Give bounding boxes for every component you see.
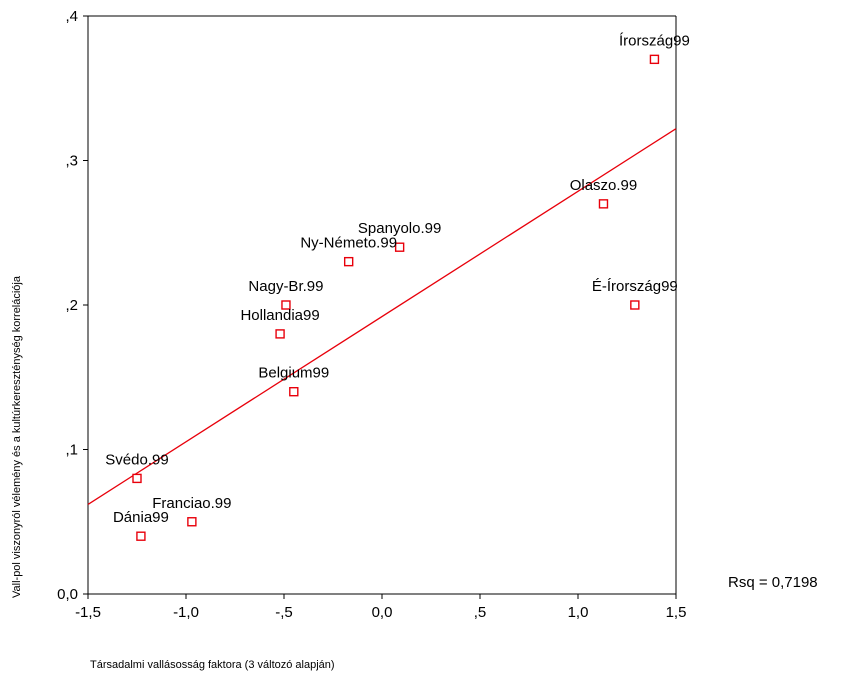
data-point [649,54,660,65]
point-label: Olaszo.99 [570,177,638,194]
x-tick-label: -,5 [275,604,293,621]
y-tick-label: ,1 [65,442,78,459]
y-axis-title: Vall-pol viszonyról vélemény és a kultúr… [11,275,23,598]
point-label: Hollandia99 [240,307,319,324]
data-point [187,517,197,527]
data-point [598,199,609,209]
rsq-label: Rsq = 0,7198 [728,574,818,591]
data-point [136,531,146,541]
x-tick-label: -1,0 [173,604,199,621]
x-tick-label: 1,0 [568,604,589,621]
y-tick-label: ,2 [65,297,78,314]
x-ticks: -1,5 -1,0 -,5 0,0 ,5 1,0 1,5 [75,594,686,621]
x-axis-title: Társadalmi vallásosság faktora (3 változ… [90,659,335,671]
data-point [132,473,142,484]
x-tick-label: ,5 [474,604,487,621]
fit-line [87,128,677,505]
data-point [630,300,640,310]
point-label: Írország99 [619,32,690,49]
point-label: Nagy-Br.99 [248,278,323,295]
data-point [281,300,291,310]
x-tick-label: -1,5 [75,604,101,621]
point-label: Belgium99 [258,365,329,382]
point-label: Svédo.99 [105,451,168,468]
data-point [343,256,354,267]
point-label: Franciao.99 [152,495,231,512]
x-tick-label: 1,5 [666,604,687,621]
y-tick-label: ,3 [65,153,78,170]
data-point [394,242,405,252]
y-ticks: 0,0 ,1 ,2 ,3 ,4 [57,8,88,603]
x-tick-label: 0,0 [372,604,393,621]
y-tick-label: ,4 [65,8,78,25]
data-point [289,387,299,397]
point-label: É-Írország99 [592,278,678,295]
data-point [275,329,285,339]
y-tick-label: 0,0 [57,586,78,603]
point-label: Ny-Németo.99 [300,235,397,252]
point-label: Dánia99 [113,509,169,526]
fit-line-layer [87,128,677,505]
point-label: Spanyolo.99 [358,220,441,237]
points-layer: Írország99 Olaszo.99 É-Írország99 Spanyolo.… [105,32,690,541]
